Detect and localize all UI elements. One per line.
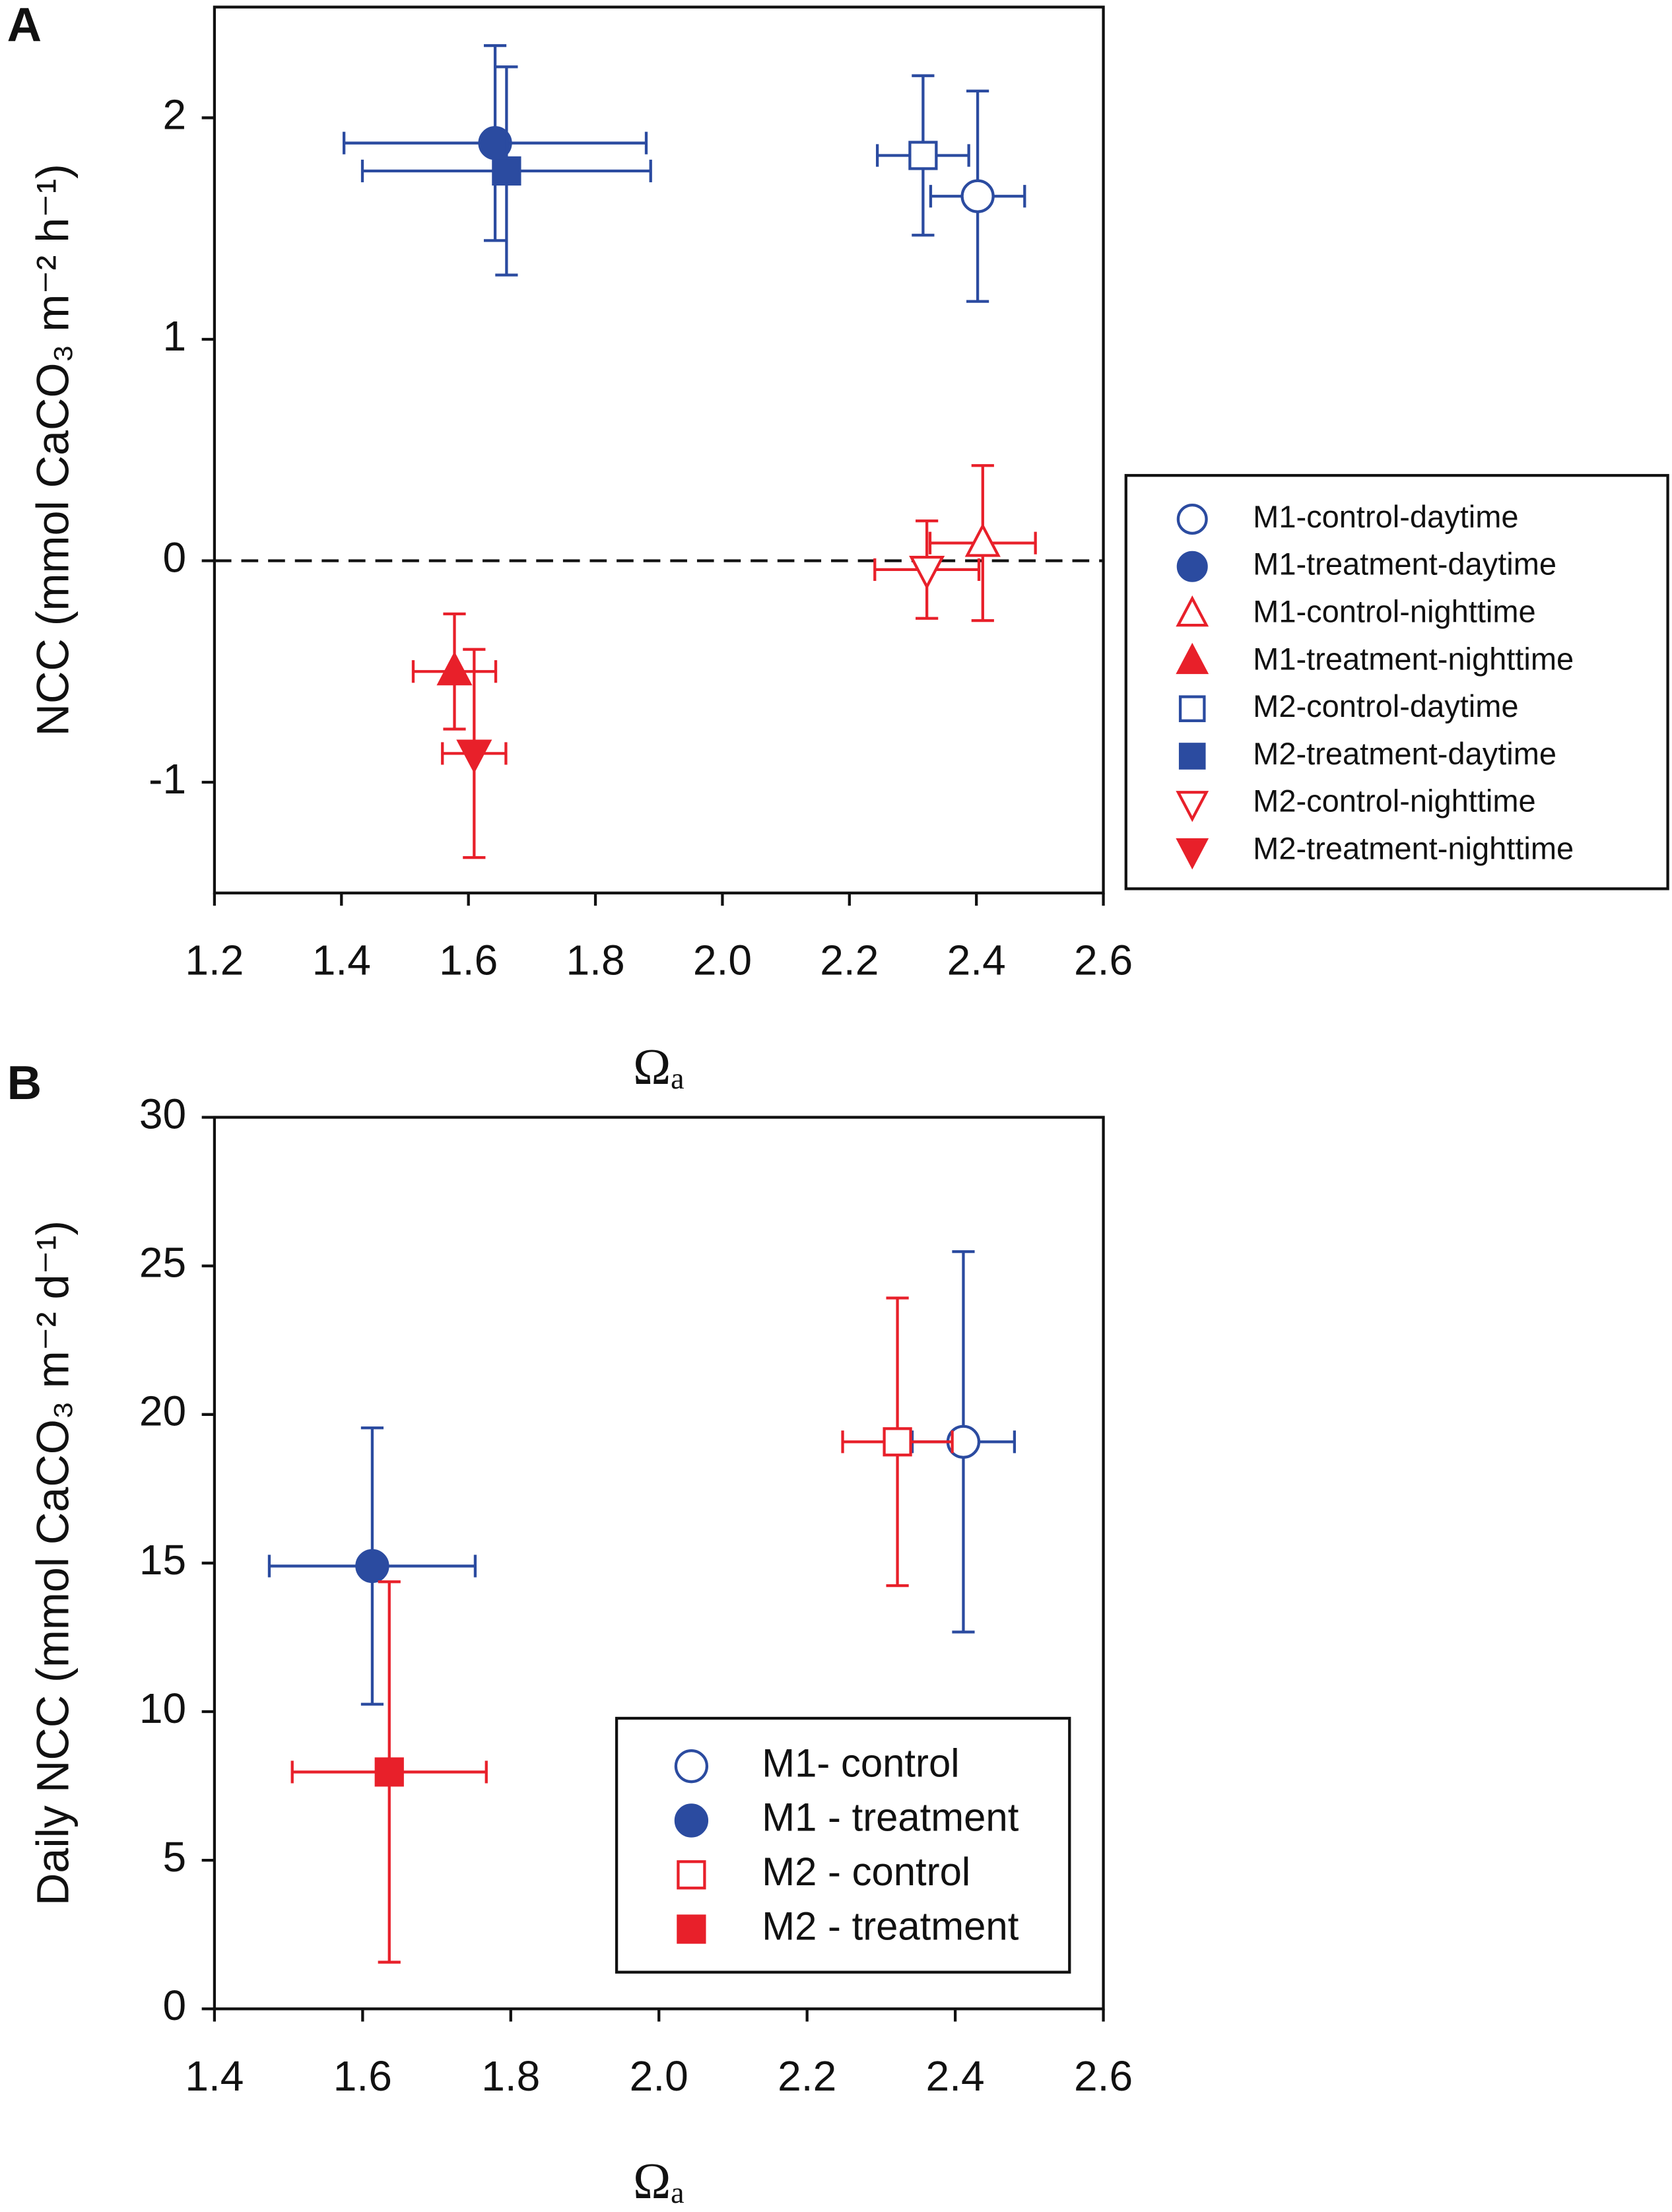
legend-marker xyxy=(1176,791,1209,822)
legend-marker xyxy=(1176,595,1209,627)
marker xyxy=(436,651,473,686)
y-tick-label: 0 xyxy=(162,533,186,581)
marker xyxy=(964,523,1001,557)
y-tick-label: 1 xyxy=(162,312,186,360)
x-tick-label: 1.6 xyxy=(333,2052,392,2100)
y-tick-label: 2 xyxy=(162,90,186,138)
legend-marker xyxy=(677,1914,706,1944)
legend-marker xyxy=(1176,838,1209,870)
x-tick-label: 2.0 xyxy=(630,2052,688,2100)
legend-label: M1-control-daytime xyxy=(1253,499,1518,534)
legend-marker xyxy=(1176,551,1208,582)
y-tick-label: 10 xyxy=(139,1685,186,1732)
y-tick-label: 30 xyxy=(139,1090,186,1138)
error-bars xyxy=(441,648,508,859)
x-axis-label: Ωₐ xyxy=(633,2153,685,2209)
x-tick-label: 1.6 xyxy=(439,937,498,984)
x-tick-label: 1.8 xyxy=(481,2052,540,2100)
y-tick-label: -1 xyxy=(149,755,186,803)
y-tick-label: 25 xyxy=(139,1239,186,1287)
plot-frame xyxy=(213,5,1105,894)
x-tick-label: 2.0 xyxy=(693,937,752,984)
legend-label: M1-treatment-nighttime xyxy=(1253,641,1574,676)
x-tick-label: 1.4 xyxy=(312,937,371,984)
marker xyxy=(883,1427,912,1457)
x-tick-label: 2.6 xyxy=(1074,937,1133,984)
legend-label: M2-control-nighttime xyxy=(1253,784,1536,819)
legend-marker xyxy=(1178,743,1206,770)
panel-label: A xyxy=(7,0,42,51)
legend-label: M1- control xyxy=(762,1741,959,1785)
legend-label: M2 - treatment xyxy=(762,1904,1019,1948)
legend-marker xyxy=(1178,695,1206,722)
error-bars xyxy=(875,74,970,237)
legend-label: M2 - control xyxy=(762,1850,970,1894)
x-tick-label: 1.2 xyxy=(185,937,244,984)
legend-label: M1 - treatment xyxy=(762,1795,1019,1840)
legend-marker xyxy=(674,1749,709,1784)
y-tick-label: 20 xyxy=(139,1388,186,1435)
marker xyxy=(960,179,995,213)
marker xyxy=(492,156,521,186)
legend-label: M1-treatment-daytime xyxy=(1253,547,1556,582)
x-tick-label: 1.4 xyxy=(185,2052,244,2100)
legend-marker xyxy=(677,1860,706,1890)
legend-marker xyxy=(1176,503,1208,535)
y-tick-label: 15 xyxy=(139,1536,186,1584)
y-axis-label: NCC (mmol CaCO₃ m⁻² h⁻¹) xyxy=(28,164,79,736)
legend-marker xyxy=(674,1803,709,1838)
x-tick-label: 2.2 xyxy=(778,2052,836,2100)
error-bars xyxy=(342,44,648,242)
y-axis-label: Daily NCC (mmol CaCO₃ m⁻² d⁻¹) xyxy=(28,1221,79,1906)
marker xyxy=(456,739,492,774)
marker xyxy=(909,555,945,590)
legend-label: M2-treatment-nighttime xyxy=(1253,831,1574,866)
x-tick-label: 2.4 xyxy=(926,2052,985,2100)
legend-label: M2-treatment-daytime xyxy=(1253,736,1556,771)
marker xyxy=(908,141,938,170)
x-axis-label: Ωₐ xyxy=(633,1038,685,1095)
panel-label: B xyxy=(7,1056,42,1110)
x-tick-label: 1.8 xyxy=(566,937,624,984)
marker xyxy=(355,1549,389,1584)
x-tick-label: 2.6 xyxy=(1074,2052,1133,2100)
y-tick-label: 5 xyxy=(162,1833,186,1881)
x-tick-label: 2.4 xyxy=(947,937,1006,984)
legend-box xyxy=(1124,474,1669,890)
legend-label: M1-control-nighttime xyxy=(1253,593,1536,628)
y-tick-label: 0 xyxy=(162,1982,186,2029)
legend-marker xyxy=(1176,642,1209,675)
marker xyxy=(374,1757,404,1787)
x-tick-label: 2.2 xyxy=(820,937,879,984)
legend-label: M2-control-daytime xyxy=(1253,688,1518,723)
